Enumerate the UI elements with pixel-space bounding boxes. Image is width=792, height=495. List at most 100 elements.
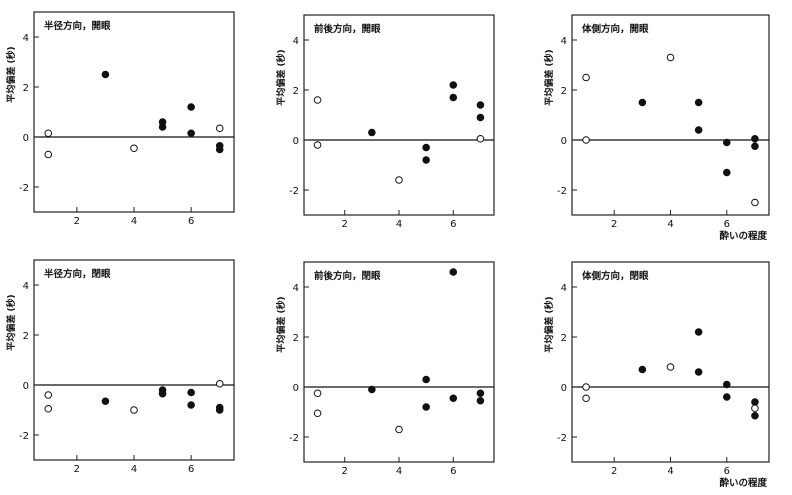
data-point-filled [422, 143, 430, 152]
x-tick-label: 2 [342, 219, 348, 230]
data-point-filled [638, 98, 647, 107]
data-point-filled [694, 368, 703, 376]
x-tick-label: 2 [74, 464, 80, 475]
data-point-filled [422, 156, 430, 164]
data-point-filled [187, 401, 195, 409]
data-point-filled [449, 81, 458, 89]
data-point-filled [368, 385, 376, 394]
y-tick-label: -2 [289, 433, 299, 444]
y-axis-label: 平均偏差 (秒) [5, 294, 17, 350]
data-point-filled [368, 128, 376, 137]
chart-title: 前後方向，閉眼 [314, 270, 381, 282]
y-tick-label: 0 [561, 136, 567, 147]
x-tick-label: 6 [724, 219, 730, 230]
data-point-open [313, 409, 322, 418]
data-point-filled [751, 142, 759, 151]
data-point-filled [751, 411, 759, 420]
data-point-open [313, 141, 322, 149]
x-tick-label: 4 [396, 219, 402, 230]
x-tick-label: 2 [74, 216, 80, 227]
y-tick-label: 0 [23, 133, 29, 144]
data-point-open [395, 425, 403, 434]
x-tick-label: 2 [611, 466, 617, 477]
data-point-filled [751, 398, 759, 406]
plot-frame [303, 14, 495, 216]
chart-title: 半径方向，閉眼 [44, 268, 111, 280]
data-point-filled [187, 388, 195, 397]
x-tick-label: 4 [667, 466, 673, 477]
plot-frame [571, 261, 770, 463]
y-tick-label: 2 [23, 83, 29, 94]
x-tick-label: 4 [131, 216, 137, 227]
y-tick-label: -2 [289, 186, 299, 197]
y-tick-label: 2 [293, 333, 299, 344]
data-point-filled [694, 126, 703, 134]
y-tick-label: 4 [293, 283, 299, 294]
data-point-open [130, 144, 138, 153]
y-tick-label: -2 [557, 433, 567, 444]
x-tick-label: 2 [342, 466, 348, 477]
data-point-filled [722, 168, 731, 177]
y-axis-label: 平均偏差 (秒) [543, 296, 555, 352]
y-tick-label: 0 [561, 383, 567, 394]
data-point-open [44, 391, 53, 399]
x-axis-label: 酔いの程度 [719, 230, 767, 242]
chart-title: 体側方向，閉眼 [582, 270, 649, 282]
data-point-filled [101, 397, 110, 406]
chart-title: 前後方向，開眼 [314, 23, 381, 35]
data-point-filled [422, 403, 430, 411]
y-tick-label: 4 [23, 281, 29, 292]
y-axis-label: 平均偏差 (秒) [5, 46, 17, 102]
y-tick-label: -2 [557, 186, 567, 197]
y-tick-label: 4 [561, 36, 567, 47]
data-point-open [44, 129, 53, 138]
x-tick-label: 6 [188, 464, 194, 475]
data-point-filled [187, 103, 195, 111]
y-tick-label: 0 [293, 383, 299, 394]
data-point-filled [449, 93, 458, 102]
x-tick-label: 6 [724, 466, 730, 477]
data-point-filled [638, 365, 647, 374]
data-point-open [751, 404, 759, 413]
data-point-open [476, 134, 485, 143]
data-point-filled [449, 268, 458, 276]
data-point-filled [722, 380, 731, 389]
data-point-filled [449, 394, 458, 403]
data-point-filled [751, 134, 759, 143]
data-point-filled [476, 396, 485, 405]
data-point-open [751, 198, 759, 207]
data-point-open [215, 124, 224, 133]
y-tick-label: 0 [293, 136, 299, 147]
y-tick-label: -2 [19, 183, 29, 194]
data-point-open [666, 363, 675, 371]
data-point-open [44, 404, 53, 413]
y-tick-label: -2 [19, 431, 29, 442]
y-tick-label: 2 [23, 331, 29, 342]
x-tick-label: 2 [611, 219, 617, 230]
chart-title: 半径方向，開眼 [44, 20, 111, 32]
data-point-filled [722, 138, 731, 147]
x-tick-label: 4 [667, 219, 673, 230]
data-point-filled [722, 393, 731, 401]
y-tick-label: 2 [293, 86, 299, 97]
x-tick-label: 6 [188, 216, 194, 227]
y-tick-label: 0 [23, 381, 29, 392]
x-tick-label: 4 [131, 464, 137, 475]
x-tick-label: 4 [396, 466, 402, 477]
data-point-open [666, 53, 675, 62]
data-point-filled [476, 389, 485, 398]
data-point-filled [187, 129, 195, 138]
x-tick-label: 6 [450, 219, 456, 230]
data-point-open [130, 406, 138, 414]
x-axis-label: 酔いの程度 [719, 477, 767, 489]
data-point-filled [215, 145, 224, 154]
data-point-open [44, 150, 53, 159]
data-point-filled [158, 123, 167, 131]
y-tick-label: 4 [293, 36, 299, 47]
y-axis-label: 平均偏差 (秒) [275, 49, 287, 105]
y-tick-label: 4 [561, 283, 567, 294]
